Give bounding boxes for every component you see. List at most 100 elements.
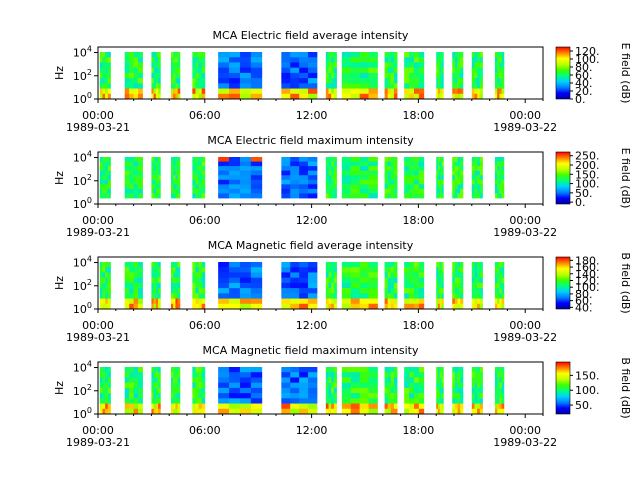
spectrogram-cell bbox=[173, 52, 176, 58]
spectrogram-cell bbox=[173, 387, 176, 394]
spectrogram-cell bbox=[218, 293, 230, 299]
spectrogram-cell bbox=[105, 93, 109, 100]
spectrogram-cell bbox=[229, 393, 241, 399]
spectrogram-cell bbox=[158, 293, 161, 299]
spectrogram-cell bbox=[129, 367, 134, 373]
spectrogram-cell bbox=[418, 188, 425, 194]
spectrogram-cell bbox=[387, 88, 392, 95]
spectrogram-cell bbox=[501, 303, 505, 310]
spectrogram-cell bbox=[325, 57, 329, 63]
spectrogram-cell bbox=[328, 393, 332, 399]
spectrogram-cell bbox=[460, 282, 464, 289]
spectrogram-cell bbox=[229, 193, 241, 199]
spectrogram-cell bbox=[441, 93, 444, 100]
spectrogram-cell bbox=[177, 303, 181, 310]
spectrogram-cell bbox=[124, 83, 130, 89]
spectrogram-cell bbox=[99, 298, 103, 305]
spectrogram-cell bbox=[325, 179, 329, 185]
spectrogram-cell bbox=[218, 179, 230, 185]
spectrogram-cell bbox=[477, 62, 481, 69]
y-tick-label: 104 bbox=[73, 150, 92, 165]
spectrogram-cell bbox=[325, 88, 329, 95]
spectrogram-cell bbox=[281, 367, 291, 373]
spectrogram-cell bbox=[471, 88, 475, 95]
spectrogram-cell bbox=[359, 193, 369, 199]
spectrogram-cell bbox=[393, 78, 398, 84]
spectrogram-cell bbox=[341, 62, 352, 69]
spectrogram-cell bbox=[99, 367, 103, 373]
spectrogram-cell bbox=[457, 83, 461, 89]
spectrogram-cell bbox=[457, 57, 461, 63]
spectrogram-cell bbox=[384, 293, 389, 299]
spectrogram-cell bbox=[195, 83, 199, 89]
spectrogram-cell bbox=[229, 72, 241, 79]
spectrogram-cell bbox=[195, 293, 199, 299]
spectrogram-cell bbox=[290, 272, 300, 279]
spectrogram-cell bbox=[281, 57, 291, 63]
spectrogram-cell bbox=[454, 267, 458, 273]
spectrogram-cell bbox=[158, 382, 161, 389]
panel-title: MCA Magnetic field average intensity bbox=[208, 239, 414, 252]
spectrogram-cell bbox=[299, 408, 309, 415]
spectrogram-cell bbox=[175, 398, 179, 404]
spectrogram-cell bbox=[151, 298, 155, 305]
spectrogram-cell bbox=[153, 62, 157, 69]
spectrogram-cell bbox=[454, 298, 458, 305]
spectrogram-cell bbox=[387, 72, 392, 79]
spectrogram-cell bbox=[218, 282, 230, 289]
spectrogram-cell bbox=[175, 170, 179, 176]
spectrogram-cell bbox=[124, 52, 130, 58]
spectrogram-cell bbox=[325, 161, 329, 167]
spectrogram-cell bbox=[177, 277, 181, 284]
spectrogram-cell bbox=[201, 184, 206, 190]
spectrogram-cell bbox=[151, 67, 155, 74]
spectrogram-cell bbox=[192, 175, 196, 181]
spectrogram-cell bbox=[454, 387, 458, 394]
spectrogram-cell bbox=[359, 298, 369, 305]
spectrogram-cell bbox=[198, 179, 203, 185]
spectrogram-cell bbox=[387, 262, 392, 268]
spectrogram-cell bbox=[138, 78, 143, 84]
spectrogram-cell bbox=[479, 67, 483, 74]
spectrogram-cell bbox=[308, 288, 318, 294]
spectrogram-cell bbox=[460, 184, 464, 190]
spectrogram-cell bbox=[239, 288, 252, 294]
spectrogram-cell bbox=[436, 57, 439, 63]
spectrogram-cell bbox=[457, 157, 461, 162]
spectrogram-cell bbox=[102, 72, 106, 79]
spectrogram-cell bbox=[158, 398, 161, 404]
spectrogram-cell bbox=[175, 179, 179, 185]
spectrogram-cell bbox=[308, 62, 318, 69]
spectrogram-cell bbox=[418, 282, 425, 289]
spectrogram-cell bbox=[384, 403, 389, 410]
spectrogram-cell bbox=[308, 267, 318, 273]
spectrogram-cell bbox=[474, 382, 478, 389]
spectrogram-cell bbox=[155, 175, 159, 181]
spectrogram-cell bbox=[170, 83, 174, 89]
spectrogram-cell bbox=[439, 184, 442, 190]
spectrogram-cell bbox=[452, 88, 456, 95]
spectrogram-cell bbox=[393, 57, 398, 63]
spectrogram-cell bbox=[387, 398, 392, 404]
spectrogram-cell bbox=[153, 298, 157, 305]
colorbar-tick-label: 0. bbox=[575, 196, 586, 209]
spectrogram-cell bbox=[439, 377, 442, 384]
spectrogram-cell bbox=[250, 288, 263, 294]
spectrogram-cell bbox=[387, 166, 392, 172]
spectrogram-cell bbox=[413, 72, 420, 79]
spectrogram-cell bbox=[308, 398, 318, 404]
spectrogram-cell bbox=[387, 387, 392, 394]
spectrogram-cell bbox=[218, 277, 230, 284]
spectrogram-cell bbox=[105, 88, 109, 95]
spectrogram-cell bbox=[99, 267, 103, 273]
spectrogram-cell bbox=[497, 387, 500, 394]
spectrogram-cell bbox=[308, 372, 318, 378]
spectrogram-cell bbox=[390, 188, 395, 194]
spectrogram-cell bbox=[239, 393, 252, 399]
spectrogram-cell bbox=[350, 170, 361, 176]
spectrogram-cell bbox=[281, 157, 291, 162]
spectrogram-cell bbox=[299, 267, 309, 273]
spectrogram-cell bbox=[387, 377, 392, 384]
spectrogram-cell bbox=[133, 166, 139, 172]
spectrogram-cell bbox=[390, 184, 395, 190]
